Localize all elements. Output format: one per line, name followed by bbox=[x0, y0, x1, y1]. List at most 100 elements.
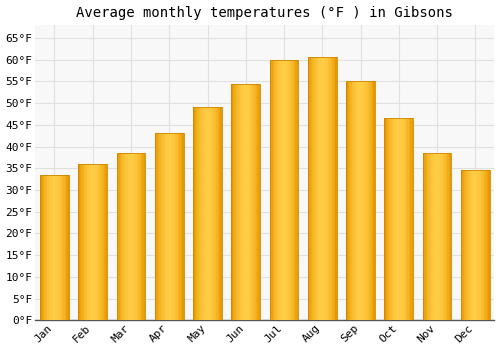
Bar bbox=[474, 170, 476, 320]
Bar bbox=[60, 175, 62, 320]
Bar bbox=[155, 133, 184, 320]
Bar bbox=[174, 133, 175, 320]
Bar bbox=[364, 81, 365, 320]
Bar bbox=[446, 153, 447, 320]
Bar bbox=[216, 107, 218, 320]
Bar bbox=[124, 153, 125, 320]
Bar bbox=[156, 133, 158, 320]
Bar bbox=[308, 57, 336, 320]
Bar bbox=[294, 60, 296, 320]
Bar bbox=[427, 153, 428, 320]
Bar bbox=[348, 81, 349, 320]
Bar bbox=[219, 107, 220, 320]
Bar bbox=[393, 118, 394, 320]
Bar bbox=[240, 84, 242, 320]
Bar bbox=[87, 164, 88, 320]
Bar bbox=[272, 60, 274, 320]
Bar bbox=[332, 57, 334, 320]
Bar bbox=[436, 153, 437, 320]
Bar bbox=[328, 57, 330, 320]
Bar bbox=[437, 153, 438, 320]
Bar bbox=[468, 170, 469, 320]
Bar bbox=[128, 153, 130, 320]
Bar bbox=[242, 84, 243, 320]
Bar bbox=[199, 107, 200, 320]
Bar bbox=[389, 118, 390, 320]
Bar bbox=[315, 57, 316, 320]
Bar bbox=[182, 133, 184, 320]
Bar bbox=[212, 107, 213, 320]
Bar bbox=[291, 60, 292, 320]
Bar bbox=[121, 153, 122, 320]
Bar bbox=[165, 133, 166, 320]
Bar bbox=[359, 81, 360, 320]
Bar bbox=[178, 133, 180, 320]
Bar bbox=[409, 118, 410, 320]
Bar bbox=[102, 164, 103, 320]
Bar bbox=[158, 133, 159, 320]
Bar bbox=[98, 164, 100, 320]
Bar bbox=[326, 57, 328, 320]
Bar bbox=[155, 133, 156, 320]
Bar bbox=[399, 118, 400, 320]
Bar bbox=[213, 107, 214, 320]
Bar bbox=[209, 107, 210, 320]
Bar bbox=[118, 153, 120, 320]
Bar bbox=[52, 175, 53, 320]
Bar bbox=[256, 84, 257, 320]
Bar bbox=[476, 170, 478, 320]
Bar bbox=[48, 175, 50, 320]
Bar bbox=[176, 133, 178, 320]
Bar bbox=[159, 133, 160, 320]
Bar bbox=[138, 153, 140, 320]
Bar bbox=[140, 153, 141, 320]
Bar bbox=[352, 81, 354, 320]
Bar bbox=[62, 175, 63, 320]
Bar bbox=[297, 60, 298, 320]
Bar bbox=[63, 175, 64, 320]
Bar bbox=[103, 164, 104, 320]
Bar bbox=[330, 57, 331, 320]
Bar bbox=[131, 153, 132, 320]
Bar bbox=[316, 57, 318, 320]
Bar bbox=[210, 107, 212, 320]
Bar bbox=[253, 84, 254, 320]
Bar bbox=[64, 175, 66, 320]
Bar bbox=[314, 57, 315, 320]
Bar bbox=[277, 60, 278, 320]
Bar bbox=[164, 133, 165, 320]
Bar bbox=[356, 81, 358, 320]
Bar bbox=[424, 153, 426, 320]
Bar bbox=[428, 153, 430, 320]
Bar bbox=[322, 57, 324, 320]
Bar bbox=[125, 153, 126, 320]
Bar bbox=[311, 57, 312, 320]
Bar bbox=[384, 118, 413, 320]
Bar bbox=[447, 153, 448, 320]
Bar bbox=[369, 81, 370, 320]
Bar bbox=[104, 164, 106, 320]
Bar bbox=[44, 175, 46, 320]
Bar bbox=[270, 60, 298, 320]
Bar bbox=[288, 60, 290, 320]
Bar bbox=[203, 107, 204, 320]
Bar bbox=[206, 107, 208, 320]
Bar bbox=[440, 153, 442, 320]
Bar bbox=[132, 153, 134, 320]
Bar bbox=[168, 133, 169, 320]
Bar bbox=[384, 118, 386, 320]
Bar bbox=[443, 153, 444, 320]
Bar bbox=[80, 164, 81, 320]
Bar bbox=[346, 81, 375, 320]
Bar bbox=[432, 153, 433, 320]
Bar bbox=[320, 57, 321, 320]
Bar bbox=[370, 81, 372, 320]
Bar bbox=[280, 60, 281, 320]
Bar bbox=[82, 164, 84, 320]
Bar bbox=[232, 84, 233, 320]
Bar bbox=[243, 84, 244, 320]
Bar bbox=[286, 60, 287, 320]
Bar bbox=[244, 84, 246, 320]
Bar bbox=[40, 175, 69, 320]
Bar bbox=[42, 175, 43, 320]
